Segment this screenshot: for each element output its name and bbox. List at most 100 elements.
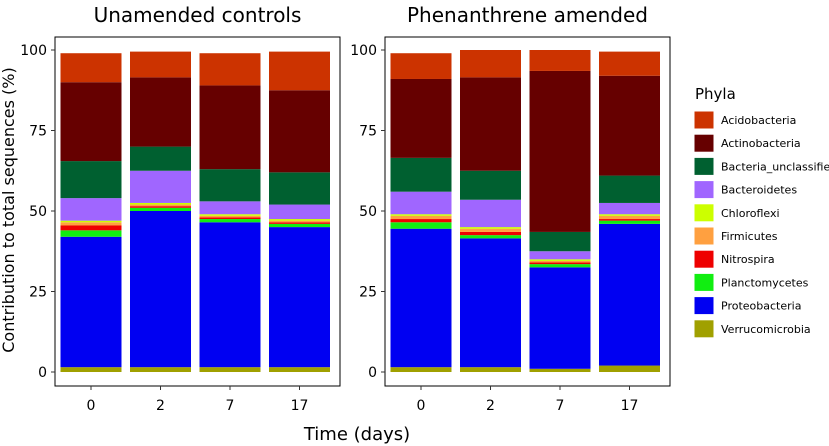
bar-segment-bacteroidetes [199, 201, 261, 215]
bar-segment-chloroflexi [599, 214, 660, 216]
y-tick-label: 75 [29, 124, 47, 140]
legend-label: Planctomycetes [721, 276, 809, 289]
bar-segment-bacteria-unclassified [390, 157, 452, 192]
legend-swatch [693, 296, 715, 316]
bar-segment-verrucomicrobia [60, 367, 122, 372]
legend-item: Nitrospira [693, 249, 775, 269]
bar-segment-actinobacteria [599, 75, 660, 176]
bar-segment-proteobacteria [390, 228, 452, 368]
x-tick-label: 7 [556, 398, 565, 414]
bar-segment-actinobacteria [269, 90, 330, 173]
y-tick-label: 25 [29, 285, 47, 301]
bar-segment-acidobacteria [390, 53, 452, 79]
bar-segment-bacteria-unclassified [60, 161, 122, 199]
bar-segment-nitrospira [199, 217, 261, 220]
legend-title: Phyla [695, 85, 736, 103]
legend-label: Chloroflexi [721, 207, 780, 220]
bar-segment-firmicutes [130, 204, 191, 207]
bar-segment-planctomycetes [60, 230, 122, 237]
bar-segment-verrucomicrobia [269, 367, 330, 372]
bar-segment-acidobacteria [269, 51, 330, 91]
legend-item: Bacteria_unclassified [693, 156, 829, 176]
legend-item: Acidobacteria [693, 110, 796, 130]
legend-label: Acidobacteria [721, 114, 796, 127]
bar-segment-bacteroidetes [460, 199, 521, 228]
bar-segment-actinobacteria [460, 77, 521, 171]
bar-segment-bacteroidetes [529, 251, 591, 260]
bar-segment-verrucomicrobia [529, 368, 591, 372]
y-tick-label: 0 [38, 365, 47, 381]
bar-segment-firmicutes [199, 215, 261, 218]
y-tick-label: 0 [368, 365, 377, 381]
bar-segment-verrucomicrobia [599, 365, 660, 372]
x-tick-label: 17 [621, 398, 639, 414]
y-tick-label: 50 [29, 204, 47, 220]
bar-segment-bacteria-unclassified [529, 231, 591, 252]
y-tick-label: 100 [350, 43, 377, 59]
legend-label: Firmicutes [721, 230, 778, 243]
bar-segment-actinobacteria [390, 78, 452, 158]
bar-segment-actinobacteria [529, 70, 591, 232]
bar-segment-proteobacteria [529, 267, 591, 369]
x-tick-label: 2 [486, 398, 495, 414]
panel-title: Unamended controls [94, 3, 302, 27]
legend-label: Bacteroidetes [721, 184, 797, 197]
bar-segment-nitrospira [269, 222, 330, 224]
legend-label: Bacteria_unclassified [721, 160, 829, 173]
panel-2: Phenanthrene amended 0 25 50 75 100 0 2 7 17 [350, 3, 671, 414]
y-tick-label: 75 [359, 124, 377, 140]
bar-segment-chloroflexi [60, 220, 122, 223]
legend-item: Firmicutes [693, 226, 778, 246]
bar-segment-planctomycetes [199, 219, 261, 223]
bar-segment-planctomycetes [269, 223, 330, 228]
legend-item: Bacteroidetes [693, 180, 797, 200]
bar-segment-firmicutes [60, 222, 122, 226]
bar-segment-bacteria-unclassified [269, 172, 330, 205]
bar-segment-firmicutes [599, 215, 660, 220]
bar-segment-acidobacteria [199, 53, 261, 86]
bar-segment-chloroflexi [529, 259, 591, 261]
bar-segment-bacteria-unclassified [199, 169, 261, 202]
bar-segment-nitrospira [130, 206, 191, 208]
bar-segment-verrucomicrobia [390, 367, 452, 372]
bar-segment-proteobacteria [269, 227, 330, 368]
bar-segment-proteobacteria [130, 211, 191, 368]
x-tick-label: 0 [417, 398, 426, 414]
x-tick-label: 2 [156, 398, 165, 414]
legend-swatch [693, 156, 715, 176]
bar-segment-firmicutes [269, 220, 330, 223]
legend-label: Nitrospira [721, 253, 775, 266]
bar-segment-actinobacteria [130, 77, 191, 147]
bar-segment-proteobacteria [199, 222, 261, 368]
bar-segment-bacteroidetes [390, 191, 452, 215]
legend-swatch [693, 180, 715, 200]
bar-segment-planctomycetes [130, 207, 191, 211]
x-tick-label: 0 [87, 398, 96, 414]
bar-segment-planctomycetes [460, 235, 521, 239]
bar-segment-planctomycetes [529, 264, 591, 268]
legend-item: Proteobacteria [693, 296, 801, 316]
legend-swatch [693, 249, 715, 269]
bar-segment-nitrospira [390, 219, 452, 223]
legend-swatch [693, 226, 715, 246]
bar-segment-chloroflexi [130, 202, 191, 205]
legend-swatch [693, 319, 715, 339]
legend-swatch [693, 133, 715, 153]
bar-segment-proteobacteria [460, 238, 521, 368]
x-tick-label: 17 [291, 398, 309, 414]
bar-segment-acidobacteria [529, 50, 591, 71]
bar-segment-acidobacteria [460, 50, 521, 78]
bar-segment-acidobacteria [599, 51, 660, 76]
legend-swatch [693, 272, 715, 292]
bar-segment-bacteroidetes [130, 170, 191, 203]
bar-segment-actinobacteria [199, 85, 261, 170]
legend-label: Verrucomicrobia [721, 323, 811, 336]
legend: Phyla Acidobacteria Actinobacteria Bacteria… [693, 85, 829, 339]
bar-segment-nitrospira [60, 225, 122, 231]
bar-segment-bacteria-unclassified [460, 170, 521, 200]
bar-segment-bacteria-unclassified [130, 146, 191, 171]
bar-segment-bacteria-unclassified [599, 175, 660, 203]
bar-segment-acidobacteria [60, 53, 122, 83]
legend-label: Proteobacteria [721, 300, 801, 313]
